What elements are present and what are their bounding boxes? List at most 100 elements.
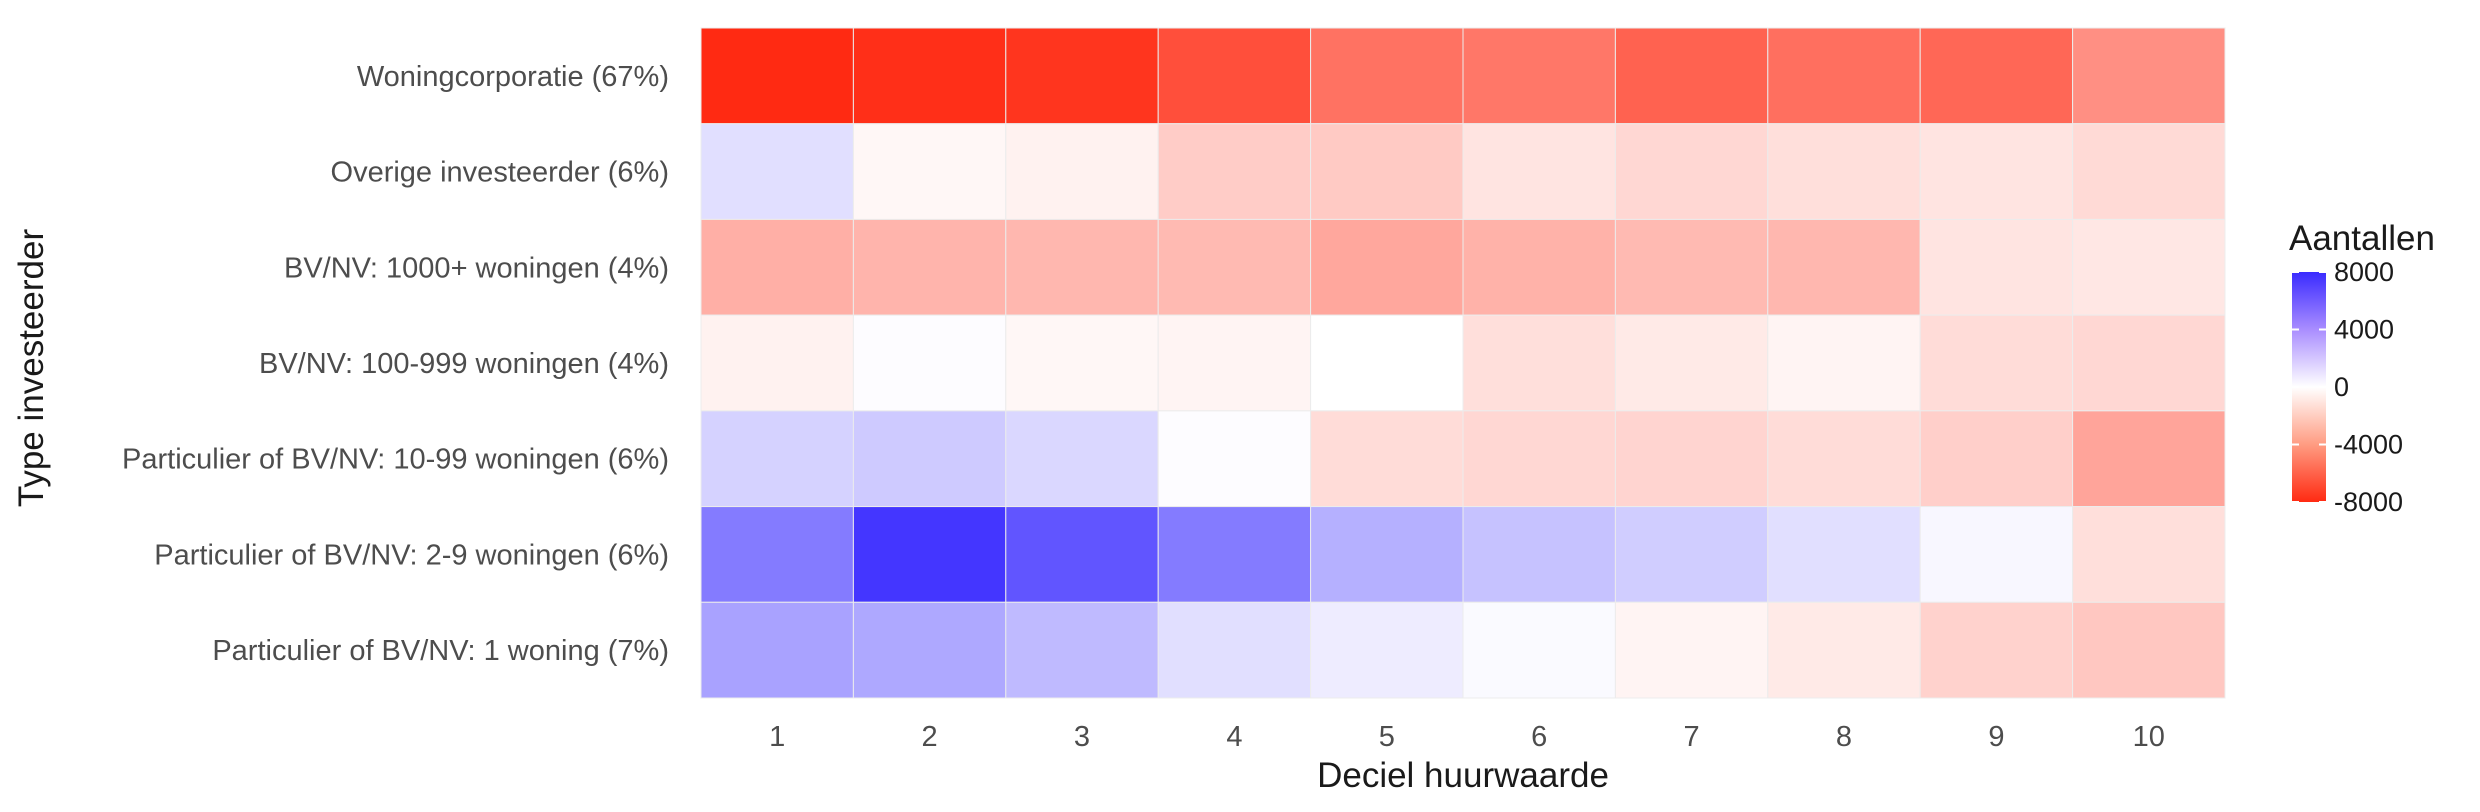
heatmap-cell	[852, 218, 1007, 316]
y-tick-label: BV/NV: 1000+ woningen (4%)	[284, 252, 669, 284]
y-tick-label: Particulier of BV/NV: 1 woning (7%)	[212, 635, 669, 667]
x-tick-labels: 1 2 3 4 5 6 7 8 9 10	[769, 721, 2165, 753]
y-tick-label: Woningcorporatie (67%)	[357, 61, 669, 93]
x-tick-label: 10	[2133, 721, 2165, 753]
heatmap-cell	[2072, 601, 2226, 699]
heatmap-cell	[1614, 218, 1769, 316]
heatmap-cell	[1005, 218, 1159, 316]
x-tick-label: 6	[1531, 721, 1547, 753]
x-axis-title: Deciel huurwaarde	[1317, 756, 1609, 795]
heatmap-cell	[1157, 27, 1312, 125]
heatmap-cell	[1614, 601, 1769, 699]
heatmap-cell	[1005, 506, 1159, 603]
heatmap-cell	[1310, 27, 1464, 125]
heatmap-cell	[2072, 123, 2226, 220]
heatmap-cell	[1919, 314, 2074, 412]
x-tick-label: 3	[1074, 721, 1090, 753]
heatmap-cell	[1462, 506, 1616, 603]
y-tick-label: Particulier of BV/NV: 2-9 woningen (6%)	[154, 539, 669, 571]
y-tick-label: BV/NV: 100-999 woningen (4%)	[259, 348, 669, 380]
x-tick-label: 8	[1836, 721, 1852, 753]
x-tick-label: 7	[1684, 721, 1700, 753]
heatmap-cell	[1614, 123, 1769, 220]
legend-tick-label: -4000	[2334, 430, 2403, 460]
heatmap-cell	[1919, 123, 2074, 220]
heatmap-cell	[1157, 314, 1312, 412]
heatmap-cell	[1767, 218, 1921, 316]
x-tick-label: 5	[1379, 721, 1395, 753]
x-tick-label: 2	[922, 721, 938, 753]
heatmap-cell	[1919, 27, 2074, 125]
heatmap-cell	[1310, 314, 1464, 412]
heatmap-cell	[1767, 410, 1921, 508]
heatmap-cell	[1919, 601, 2074, 699]
x-tick-label: 9	[1988, 721, 2004, 753]
heatmap-cell	[1005, 410, 1159, 508]
heatmap-cell	[1614, 27, 1769, 125]
legend-tick-label: 4000	[2334, 315, 2394, 345]
heatmap-cell	[700, 314, 854, 412]
heatmap-cell	[1767, 123, 1921, 220]
heatmap-cell	[1767, 601, 1921, 699]
heatmap-cell	[852, 314, 1007, 412]
heatmap-cell	[1919, 506, 2074, 603]
heatmap-cell	[700, 27, 854, 125]
heatmap-cell	[700, 410, 854, 508]
heatmap-cell	[700, 123, 854, 220]
heatmap-cell	[1462, 601, 1616, 699]
y-tick-label: Overige investeerder (6%)	[331, 157, 669, 189]
legend-title: Aantallen	[2289, 219, 2435, 258]
x-tick-label: 1	[769, 721, 785, 753]
heatmap-cell	[2072, 27, 2226, 125]
heatmap-cell	[1310, 410, 1464, 508]
heatmap-cell	[1462, 314, 1616, 412]
x-tick-label: 4	[1226, 721, 1242, 753]
legend-ticks: 8000 4000 0 -4000 -8000	[2292, 257, 2403, 517]
heatmap-cell	[1462, 218, 1616, 316]
heatmap-cell	[852, 506, 1007, 603]
heatmap-cell	[2072, 314, 2226, 412]
y-axis-title: Type investeerder	[12, 229, 51, 508]
heatmap-cell	[2072, 410, 2226, 508]
heatmap-cell	[1919, 410, 2074, 508]
heatmap-cell	[1005, 314, 1159, 412]
heatmap-cell	[1767, 27, 1921, 125]
heatmap-cell	[1005, 123, 1159, 220]
heatmap-cell	[1614, 314, 1769, 412]
heatmap-cell	[1614, 410, 1769, 508]
heatmap-cell	[852, 410, 1007, 508]
heatmap-cell	[1157, 218, 1312, 316]
heatmap-cell	[1310, 506, 1464, 603]
heatmap-cell	[1310, 218, 1464, 316]
heatmap-cell	[700, 601, 854, 699]
heatmap-cell	[1462, 27, 1616, 125]
heatmap-cell	[1767, 506, 1921, 603]
heatmap-cells	[700, 27, 2226, 699]
heatmap-cell	[2072, 218, 2226, 316]
heatmap-cell	[700, 506, 854, 603]
heatmap-cell	[700, 218, 854, 316]
heatmap-cell	[852, 601, 1007, 699]
legend-tick-label: 8000	[2334, 257, 2394, 287]
heatmap-cell	[1005, 601, 1159, 699]
legend-tick-label: 0	[2334, 372, 2349, 402]
color-legend: Aantallen 8000 4000 0 -4000 -8000	[2289, 219, 2435, 517]
heatmap-cell	[1157, 123, 1312, 220]
y-tick-label: Particulier of BV/NV: 10-99 woningen (6%…	[122, 444, 669, 476]
heatmap-cell	[1462, 123, 1616, 220]
heatmap-cell	[852, 27, 1007, 125]
legend-tick-label: -8000	[2334, 487, 2403, 517]
heatmap-cell	[1767, 314, 1921, 412]
y-tick-labels: Woningcorporatie (67%) Overige investeerd…	[122, 61, 669, 667]
heatmap-cell	[1462, 410, 1616, 508]
heatmap-cell	[1157, 601, 1312, 699]
heatmap-cell	[1310, 601, 1464, 699]
heatmap-cell	[1614, 506, 1769, 603]
heatmap-cell	[1005, 27, 1159, 125]
heatmap-cell	[1157, 506, 1312, 603]
heatmap-cell	[1157, 410, 1312, 508]
heatmap-cell	[852, 123, 1007, 220]
heatmap-cell	[1919, 218, 2074, 316]
heatmap-cell	[2072, 506, 2226, 603]
